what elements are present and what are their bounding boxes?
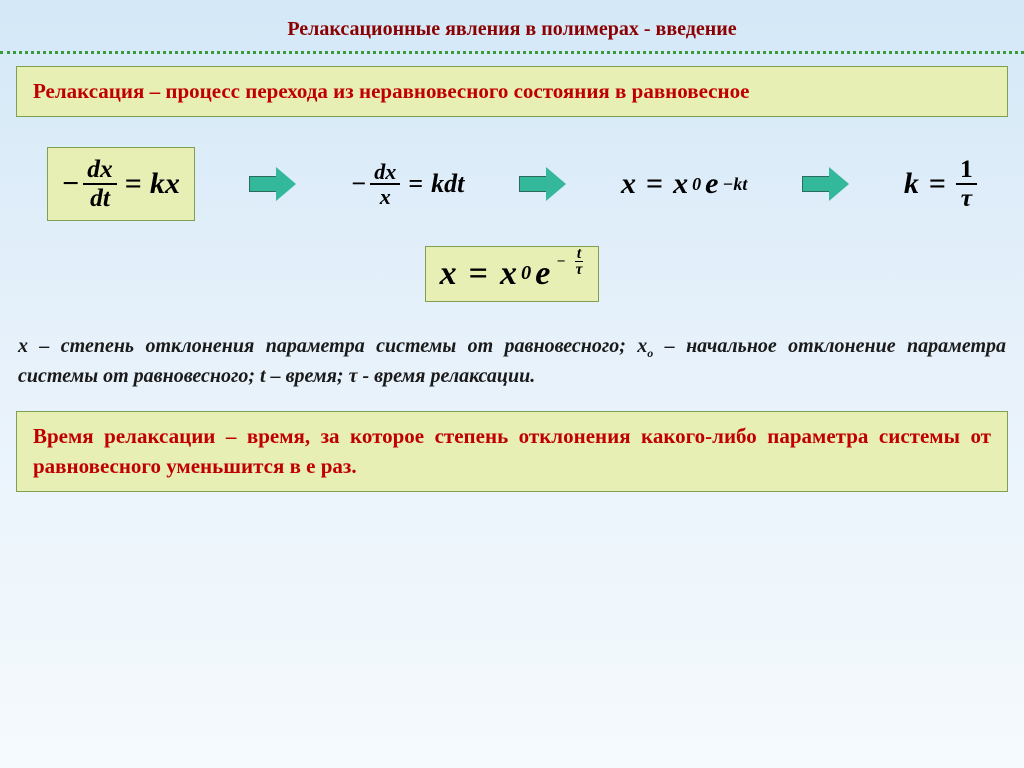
equation-3: x = x0e−kt [621, 167, 747, 201]
eq4-k: k [904, 167, 919, 201]
eq2-num: dx [370, 160, 400, 185]
eq5-x: x [440, 255, 457, 293]
equation-2: − dx x = kdt [351, 160, 464, 208]
eq5-e: e [535, 255, 550, 293]
definition-box-2: Время релаксации – время, за которое сте… [16, 411, 1008, 492]
eq3-e: e [705, 167, 718, 201]
equation-5-box: x = x0e−tτ [425, 246, 600, 302]
eq1-rhs: kx [150, 167, 180, 201]
equation-1-box: − dx dt = kx [47, 147, 195, 221]
eq3-exp: kt [733, 174, 747, 194]
eq1-den: dt [86, 185, 114, 212]
eq4-den: τ [957, 185, 976, 212]
equation-4: k = 1 τ [904, 156, 977, 212]
desc-sub: o [647, 346, 653, 360]
variable-description: x – степень отклонения параметра системы… [18, 332, 1006, 391]
eq3-x: x [621, 167, 636, 201]
slide-title: Релаксационные явления в полимерах - вве… [0, 0, 1024, 51]
eq3-expm: − [722, 174, 733, 194]
separator [0, 51, 1024, 54]
eq3-x0: x [673, 167, 688, 201]
eq5-expd: τ [574, 262, 585, 277]
eq2-rhs: kdt [431, 169, 464, 199]
arrow-icon [802, 167, 850, 201]
eq5-x0: x [500, 255, 517, 293]
arrow-icon [249, 167, 297, 201]
center-equation-row: x = x0e−tτ [0, 246, 1024, 302]
eq5-expn: t [575, 246, 583, 262]
eq4-num: 1 [956, 156, 977, 185]
eq2-den: x [376, 185, 395, 208]
desc-c: - время релаксации. [357, 365, 535, 387]
definition-box-1: Релаксация – процесс перехода из неравно… [16, 66, 1008, 117]
desc-a: x – степень отклонения параметра системы… [18, 335, 647, 357]
eq5-sub: 0 [521, 262, 531, 285]
equation-row: − dx dt = kx − dx x = kdt x = x0e−kt k = [20, 147, 1004, 221]
eq3-sub: 0 [692, 174, 701, 195]
arrow-icon [519, 167, 567, 201]
eq1-num: dx [83, 156, 117, 185]
equation-5: x = x0e−tτ [440, 255, 585, 293]
equation-1: − dx dt = kx [62, 156, 180, 212]
